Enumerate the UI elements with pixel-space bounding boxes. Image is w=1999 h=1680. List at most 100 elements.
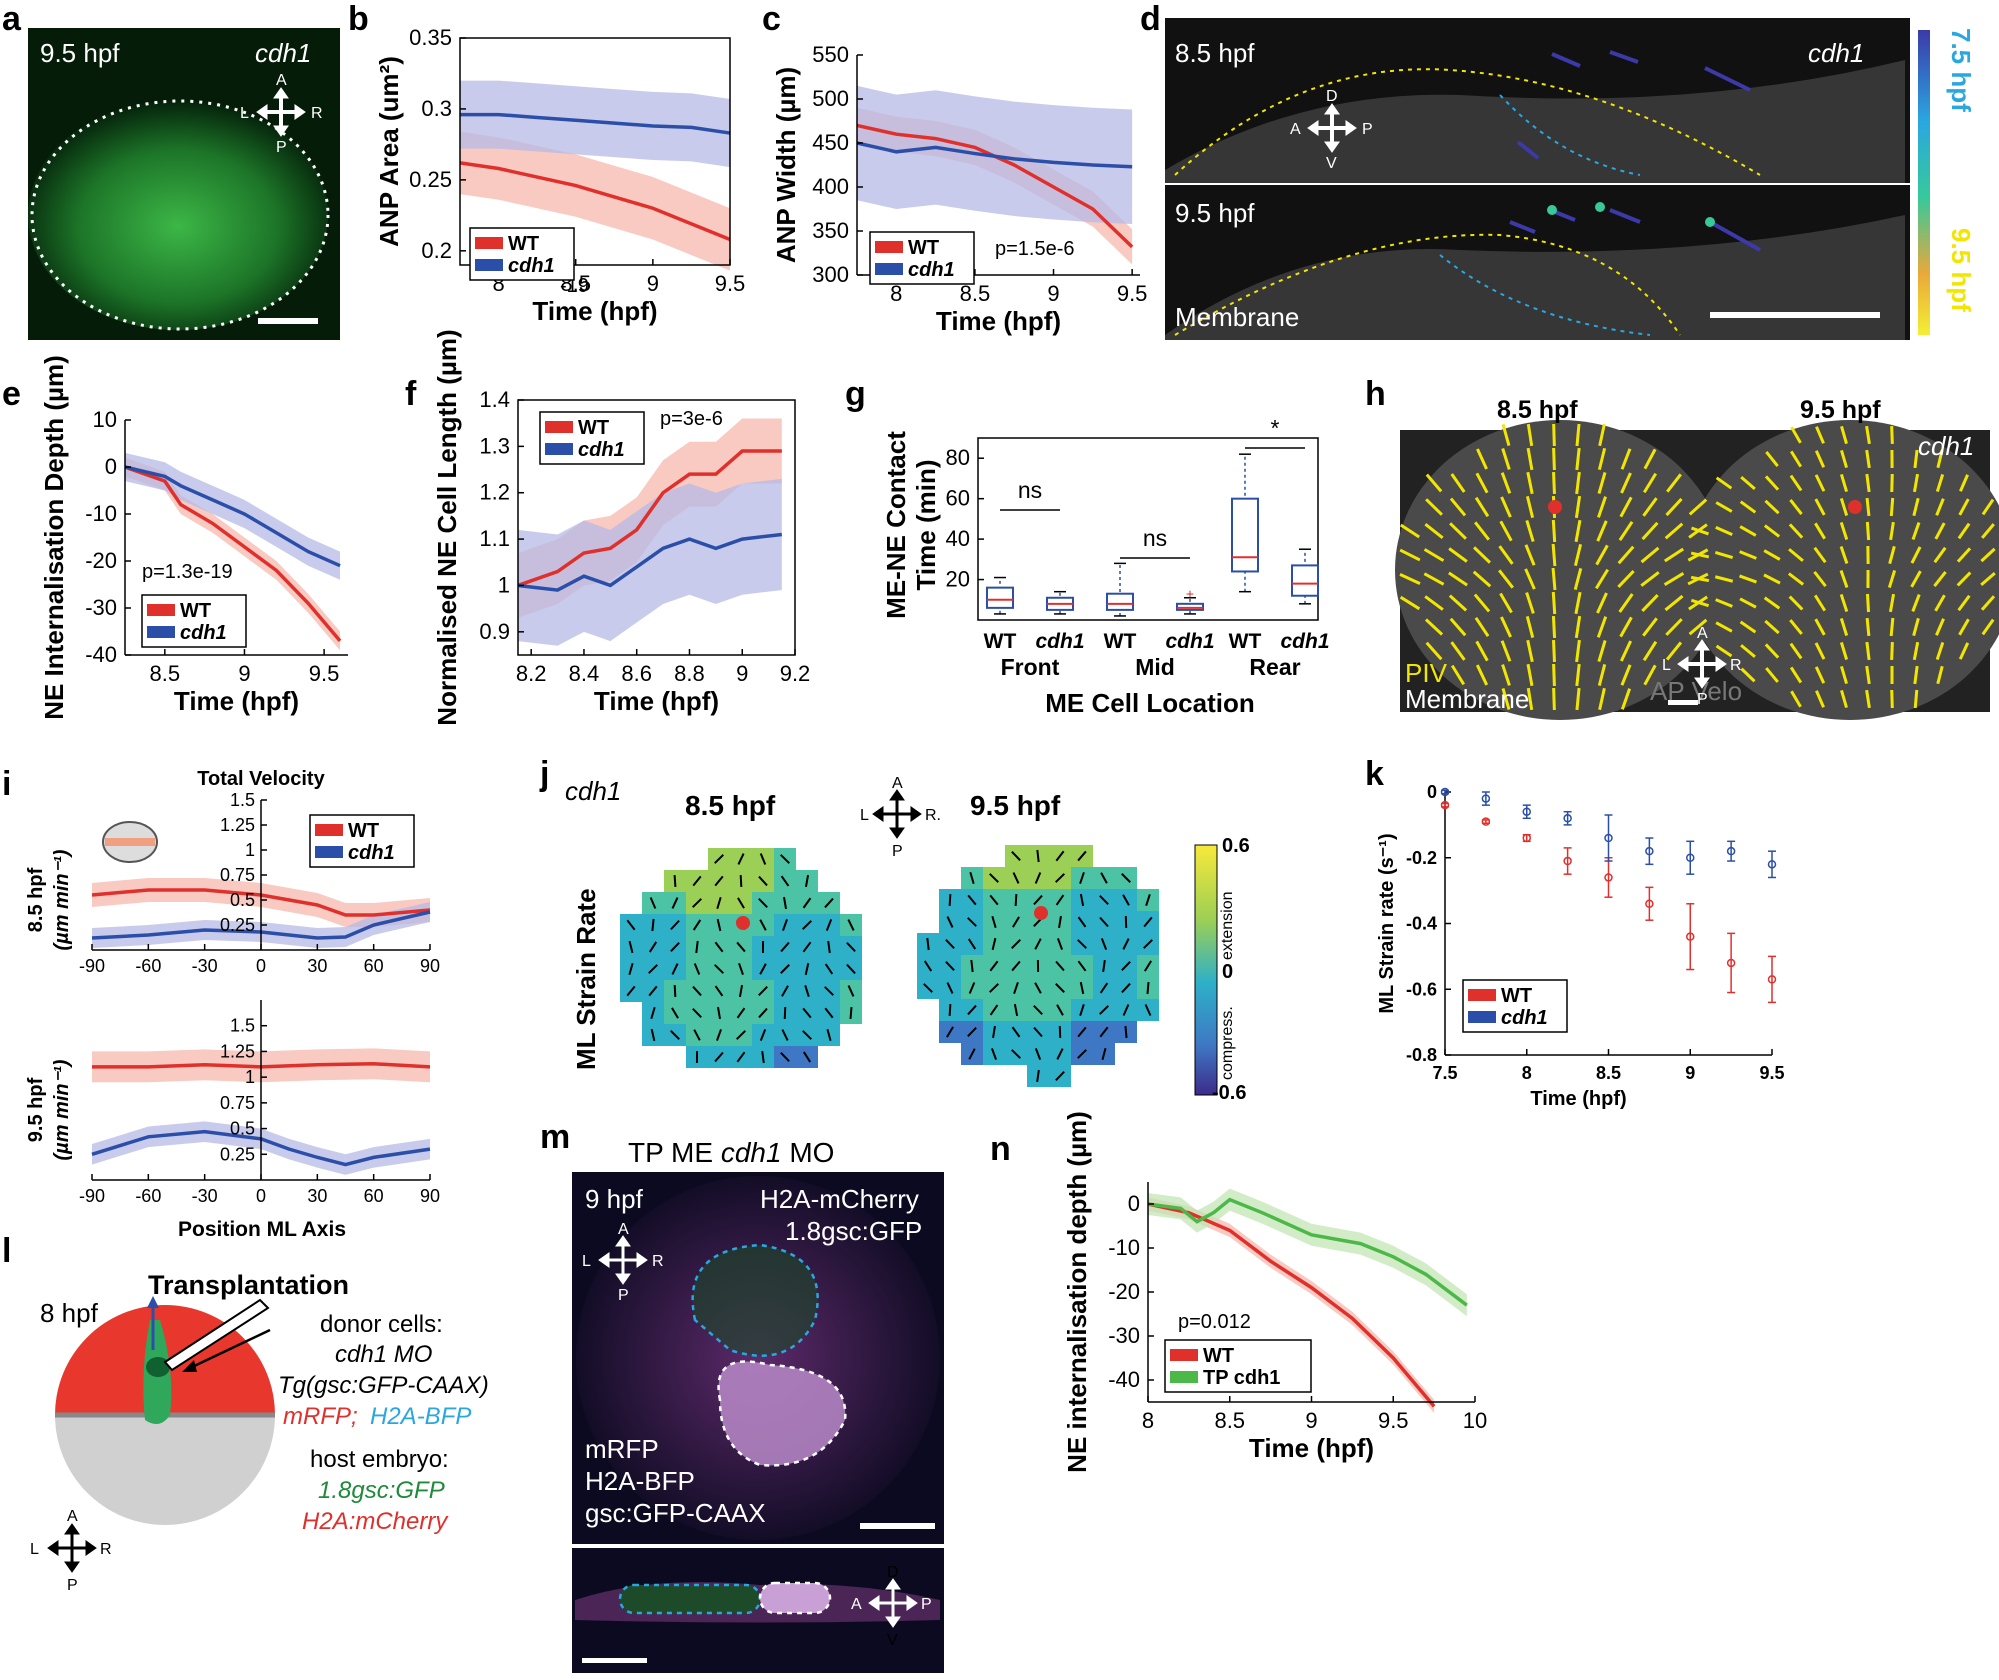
strain-axis-mark bbox=[1099, 916, 1109, 928]
legend-swatch bbox=[1170, 1371, 1198, 1383]
compass-icon bbox=[47, 1523, 97, 1573]
y-tick-label: 500 bbox=[812, 86, 849, 111]
piv-vector bbox=[1423, 572, 1445, 586]
legend-swatch bbox=[1468, 989, 1496, 1001]
genotype-label: cdh1 bbox=[255, 38, 311, 68]
piv-vector bbox=[1890, 689, 1894, 709]
compass-a2: A bbox=[851, 1596, 862, 1613]
scale-bar bbox=[1668, 700, 1698, 705]
reference-point bbox=[1548, 500, 1562, 514]
genotype-label: cdh1 bbox=[565, 776, 621, 806]
time-label-left: 8.5 hpf bbox=[685, 790, 776, 821]
piv-vector bbox=[1449, 522, 1467, 540]
compass-a: A bbox=[618, 1221, 629, 1238]
strain-axis-mark bbox=[1146, 981, 1150, 995]
piv-vector bbox=[1500, 616, 1512, 638]
strain-axis-mark bbox=[1012, 872, 1020, 884]
piv-vector bbox=[1910, 570, 1922, 588]
piv-vector bbox=[1595, 544, 1609, 566]
piv-arrows bbox=[1399, 423, 1996, 711]
y-tick-label: 0.2 bbox=[421, 238, 452, 263]
x-tick-label: 8 bbox=[1142, 1408, 1154, 1433]
strain-axis-mark bbox=[968, 982, 976, 994]
strain-axis-mark bbox=[948, 893, 952, 907]
piv-vector bbox=[1526, 687, 1534, 711]
panel-label-c: c bbox=[762, 0, 781, 38]
piv-vector bbox=[1956, 571, 1972, 587]
piv-vector bbox=[1500, 496, 1512, 518]
piv-vector bbox=[1714, 551, 1734, 559]
piv-vector bbox=[1912, 641, 1920, 661]
legend-swatch bbox=[475, 259, 503, 271]
strain-axis-mark bbox=[990, 1048, 998, 1060]
piv-vector bbox=[1715, 525, 1733, 537]
piv-vector bbox=[1912, 617, 1920, 637]
piv-vector bbox=[1664, 522, 1684, 540]
piv-vector bbox=[1619, 496, 1633, 518]
piv-vector bbox=[1619, 616, 1633, 638]
genotype-label: cdh1 bbox=[1808, 38, 1864, 68]
data-point-cdh1 bbox=[1726, 846, 1736, 856]
me-outline-top bbox=[1499, 94, 1641, 176]
piv-vector bbox=[1640, 546, 1660, 564]
legend-swatch bbox=[1170, 1349, 1198, 1361]
data-point-WT bbox=[1440, 800, 1450, 810]
piv-vector bbox=[1865, 593, 1871, 613]
piv-vector bbox=[1643, 448, 1657, 470]
strain-axis-mark bbox=[1101, 1047, 1107, 1061]
y-tick-label: 0 bbox=[1128, 1191, 1140, 1216]
anp-outline bbox=[30, 99, 330, 331]
compass-l: L bbox=[30, 1541, 39, 1558]
piv-vector bbox=[1573, 567, 1583, 591]
x-axis-label: Time (hpf) bbox=[594, 686, 719, 716]
compass-v: V bbox=[887, 1632, 898, 1649]
piv-vector bbox=[1739, 597, 1757, 609]
piv-vector bbox=[1840, 449, 1848, 469]
piv-vector bbox=[1574, 495, 1582, 519]
piv-vector bbox=[1525, 615, 1535, 639]
strain-axis-mark bbox=[670, 1030, 680, 1040]
y-tick-label: 60 bbox=[946, 486, 970, 511]
host-title: host embryo: bbox=[310, 1446, 449, 1473]
piv-vector bbox=[1425, 498, 1443, 516]
donor-3b: H2A-BFP bbox=[370, 1403, 471, 1430]
piv-vector bbox=[1423, 548, 1445, 562]
channel-4: H2A-BFP bbox=[585, 1466, 695, 1496]
legend-box bbox=[141, 594, 247, 648]
piv-vector bbox=[1956, 547, 1972, 563]
panel-m-image: TP ME cdh1 MO 9 hpf H2A-mCherry 1.8gsc:G… bbox=[572, 1137, 944, 1673]
piv-vector bbox=[1525, 495, 1535, 519]
piv-vector bbox=[1715, 598, 1733, 608]
axes-box bbox=[977, 437, 1319, 621]
piv-vector bbox=[1475, 664, 1489, 686]
piv-vector bbox=[1665, 641, 1683, 661]
strain-axis-mark bbox=[923, 960, 933, 972]
panel-label-g: g bbox=[845, 375, 866, 413]
panel-label-j: j bbox=[539, 755, 549, 793]
panel-label-b: b bbox=[348, 0, 369, 38]
piv-vector bbox=[1763, 524, 1781, 538]
data-point-WT bbox=[1645, 899, 1654, 909]
data-point-cdh1 bbox=[1440, 787, 1450, 797]
y-tick-label: 1.5 bbox=[230, 790, 255, 810]
strain-axis-mark bbox=[801, 920, 813, 930]
compass-l: L bbox=[240, 105, 249, 122]
strain-axis-mark bbox=[1055, 983, 1065, 993]
compass-l: L bbox=[582, 1253, 591, 1270]
piv-vector bbox=[1813, 546, 1827, 564]
x-tick-label: 0 bbox=[256, 956, 266, 976]
strain-axis-mark bbox=[967, 1027, 977, 1037]
strain-axis-mark bbox=[736, 1051, 746, 1063]
x-tick-label: 9.5 bbox=[1759, 1063, 1784, 1083]
legend-label: WT bbox=[578, 417, 609, 439]
piv-vector bbox=[1574, 519, 1582, 543]
y-tick-label: 300 bbox=[812, 262, 849, 287]
legend-swatch bbox=[545, 421, 573, 433]
piv-vector bbox=[1575, 639, 1581, 663]
y-tick-label: 80 bbox=[946, 445, 970, 470]
strain-axis-mark bbox=[1102, 959, 1106, 973]
piv-vector bbox=[1501, 688, 1511, 710]
piv-vector bbox=[1715, 644, 1733, 658]
group-label: Front bbox=[1001, 654, 1060, 680]
piv-vector bbox=[1814, 642, 1826, 660]
